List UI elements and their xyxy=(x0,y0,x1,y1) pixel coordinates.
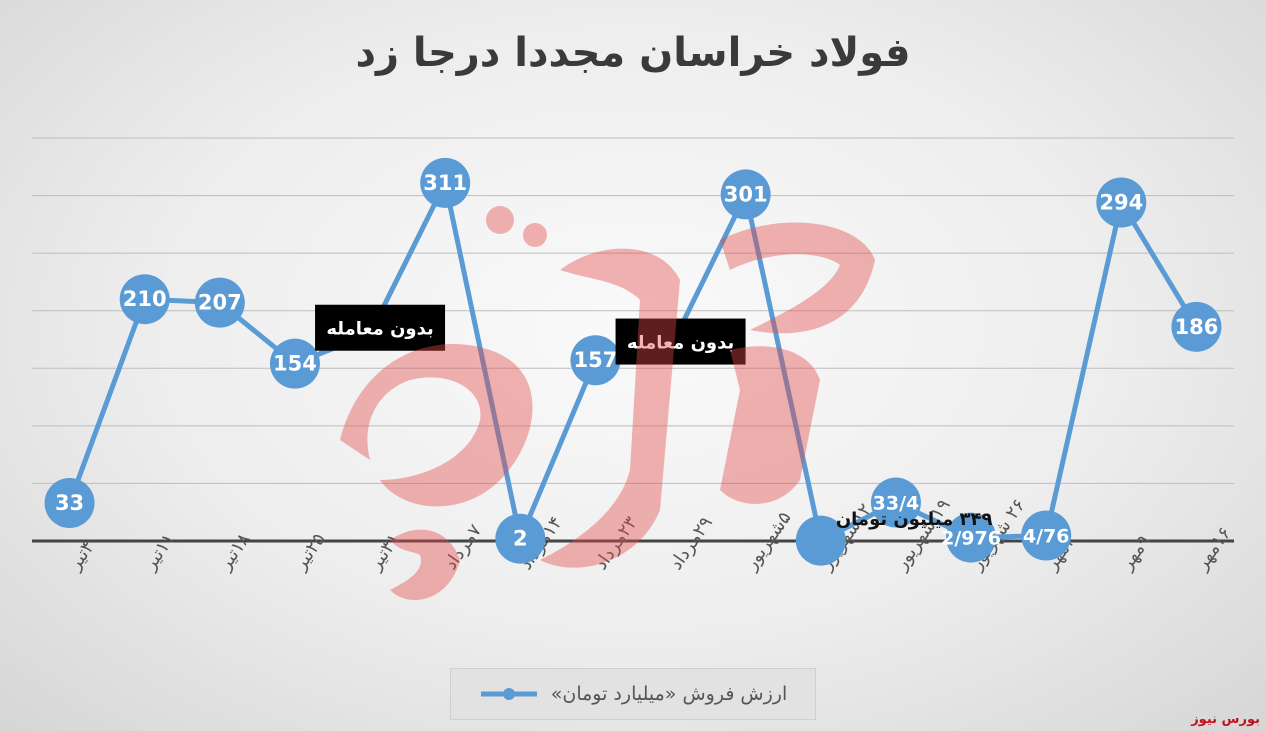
data-point xyxy=(795,515,846,566)
data-label: 154 xyxy=(273,352,317,376)
data-point xyxy=(1096,177,1147,228)
data-label: 33 xyxy=(55,491,84,515)
data-label: 210 xyxy=(123,287,167,311)
data-point xyxy=(194,277,245,328)
data-point xyxy=(870,477,921,528)
x-tick-label: ۱۸تیر xyxy=(214,529,255,575)
x-tick-label: ۱۶مهر xyxy=(1191,523,1236,575)
data-point xyxy=(269,338,320,389)
data-point xyxy=(946,512,997,563)
x-tick-label: ۷مرداد xyxy=(440,520,486,574)
annotation-text: بدون معامله xyxy=(627,333,734,354)
data-point xyxy=(420,157,471,208)
data-point xyxy=(44,478,95,529)
annotation-box xyxy=(315,304,446,351)
x-tick-label: ۹مهر xyxy=(1116,531,1155,575)
legend-label: ارزش فروش «میلیارد تومان» xyxy=(550,683,788,705)
data-label: 301 xyxy=(724,182,768,206)
data-point xyxy=(720,169,771,220)
data-point xyxy=(1021,510,1072,561)
x-tick-label: ۳۱تیر xyxy=(364,529,405,574)
chart-title: فولاد خراسان مجددا درجا زد xyxy=(355,30,911,76)
data-label: 294 xyxy=(1099,190,1143,214)
data-label: 33/4 xyxy=(873,493,920,515)
x-tick-label: ۲۳مرداد xyxy=(590,512,642,573)
data-label: 2 xyxy=(513,527,528,551)
data-label: 2/976 xyxy=(941,528,1001,550)
annotation-text: ۳۴۹ میلیون تومان xyxy=(836,509,993,530)
data-label: 311 xyxy=(423,171,467,195)
annotation-text: بدون معامله xyxy=(326,319,433,340)
source-credit: بورس نیوز xyxy=(1191,712,1260,727)
data-point xyxy=(1171,301,1222,352)
x-tick-label: ۲۵تیر xyxy=(289,529,330,574)
x-tick-label: ۱۱تیر xyxy=(139,529,180,574)
data-label: 4/76 xyxy=(1023,526,1070,548)
data-point xyxy=(570,335,621,386)
x-tick-label: ۲۹مرداد xyxy=(665,513,717,574)
annotation-box xyxy=(615,318,746,365)
data-label: 207 xyxy=(198,291,242,315)
legend: ارزش فروش «میلیارد تومان» xyxy=(450,668,816,720)
x-tick-label: ۴تیر xyxy=(64,537,99,574)
data-point xyxy=(119,274,170,325)
data-label: 186 xyxy=(1175,315,1219,339)
data-label: 157 xyxy=(574,348,618,372)
data-point xyxy=(495,513,546,564)
legend-marker-icon xyxy=(480,688,537,700)
